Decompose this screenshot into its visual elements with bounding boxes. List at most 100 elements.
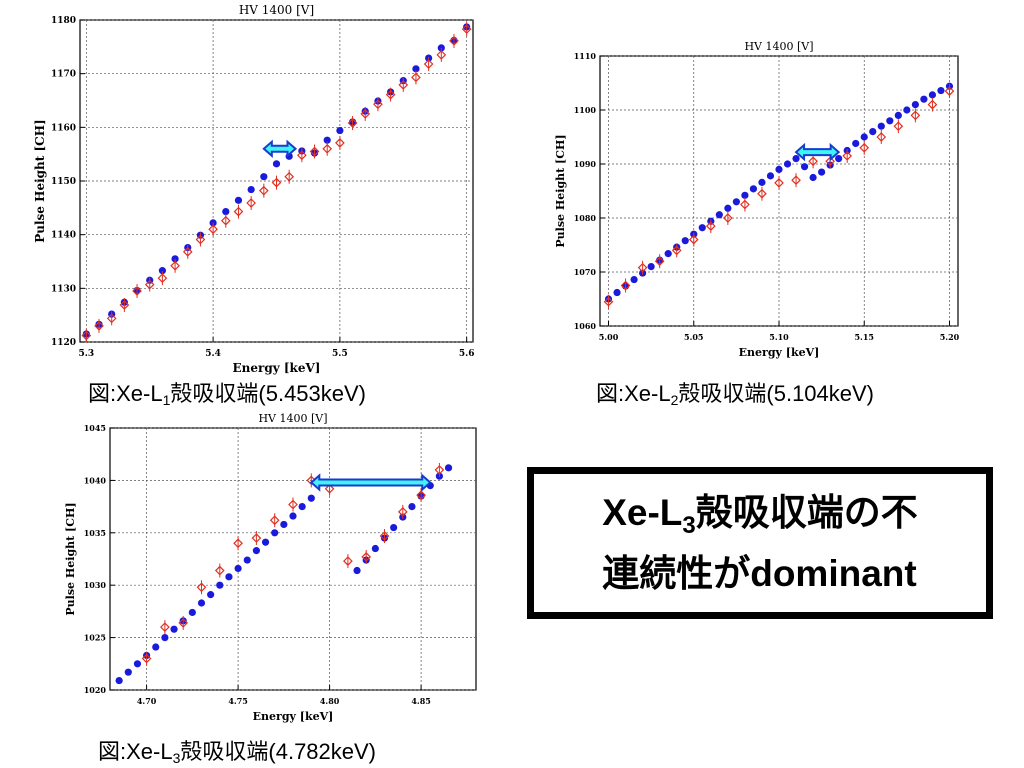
data-point (630, 275, 638, 284)
data-point-reference (271, 177, 282, 188)
x-tick-label: 5.4 (205, 349, 221, 359)
data-point (158, 267, 167, 275)
y-axis-label: Pulse Height [CH] (33, 119, 47, 243)
y-tick-label: 1170 (51, 70, 76, 80)
data-point (353, 566, 361, 575)
data-point-reference (258, 185, 269, 196)
data-point-reference (423, 59, 434, 69)
data-point (133, 660, 142, 668)
x-axis-label: Energy [keV] (253, 710, 334, 723)
data-point (234, 196, 243, 204)
y-tick-label: 1130 (51, 284, 76, 294)
data-point-reference (876, 132, 887, 142)
data-point (766, 172, 775, 180)
x-tick-label: 4.70 (137, 696, 157, 706)
data-point-reference (119, 300, 130, 310)
caption-l2: 図:Xe-L2殻吸収端(5.104keV) (596, 381, 875, 408)
data-point (307, 494, 315, 502)
data-point-reference (449, 36, 459, 46)
data-point-reference (842, 151, 853, 161)
y-tick-label: 1060 (574, 321, 597, 331)
data-point-reference (81, 330, 92, 341)
data-point-reference (182, 246, 193, 257)
x-tick-label: 5.6 (459, 349, 475, 359)
data-point-reference (106, 313, 117, 324)
data-point (715, 211, 723, 219)
data-point-reference (324, 483, 335, 494)
data-point (390, 523, 398, 532)
y-tick-label: 1030 (84, 580, 107, 590)
chart-l2-edge: 5.00 5.05 5.10 5.15 5.20 1060 1070 1080 1090 1100… (554, 40, 960, 359)
data-point-reference (196, 582, 207, 593)
data-point-reference (620, 280, 631, 291)
data-point-reference (774, 178, 784, 188)
data-point-reference (144, 279, 155, 290)
data-point-reference (141, 653, 152, 664)
data-point (877, 122, 885, 130)
data-point (261, 538, 270, 546)
y-tick-label: 1140 (51, 231, 76, 241)
data-point-reference (859, 142, 870, 153)
data-point (800, 163, 809, 171)
data-point (664, 250, 672, 258)
data-point (860, 133, 868, 141)
data-point-reference (808, 156, 818, 167)
data-point-reference (160, 622, 170, 632)
data-point (216, 581, 224, 589)
data-point-reference (757, 188, 767, 199)
double-arrow-annotation (262, 139, 298, 159)
y-tick-label: 1070 (574, 267, 597, 277)
data-point (775, 165, 783, 173)
chart-l1-edge: 5.3 5.4 5.5 5.6 1120 1130 1140 1150 1160 1170 1180… (33, 3, 475, 375)
data-point (161, 634, 169, 642)
caption-l1: 図:Xe-L1殻吸収端(5.453keV) (88, 381, 367, 408)
data-point-reference (251, 533, 262, 543)
data-point (280, 520, 288, 529)
data-point (894, 111, 902, 119)
data-point-reference (233, 206, 244, 217)
data-point-reference (637, 262, 648, 273)
data-point (741, 191, 749, 199)
data-point (243, 556, 251, 564)
data-point (869, 128, 877, 136)
data-point-reference (688, 234, 699, 245)
data-point-reference (269, 515, 280, 526)
data-point-reference (220, 215, 231, 226)
data-point (911, 101, 919, 109)
data-point-reference (322, 143, 333, 154)
data-point-reference (927, 99, 938, 110)
y-tick-label: 1180 (51, 16, 76, 26)
data-point (937, 86, 945, 95)
x-tick-label: 5.5 (332, 349, 348, 359)
data-point (792, 155, 800, 163)
data-point-reference (214, 565, 225, 576)
data-point-reference (360, 109, 371, 119)
y-tick-label: 1080 (574, 213, 597, 223)
data-point-reference (94, 321, 104, 331)
x-axis-label: Energy [keV] (739, 346, 820, 359)
data-point (225, 573, 233, 581)
data-point (681, 237, 689, 245)
chart-title: HV 1400 [V] (258, 412, 327, 425)
data-point (758, 178, 766, 186)
data-point (613, 288, 621, 297)
data-point-reference (284, 171, 295, 182)
data-point-reference (208, 224, 218, 235)
data-point-reference (233, 538, 243, 549)
y-tick-label: 1090 (574, 159, 597, 169)
y-tick-label: 1045 (84, 423, 106, 433)
x-tick-label: 4.80 (320, 696, 340, 706)
data-point-reference (603, 296, 614, 307)
double-arrow-annotation (794, 142, 841, 162)
x-tick-label: 5.20 (940, 332, 960, 342)
caption-l3: 図:Xe-L3殻吸収端(4.782keV) (98, 739, 377, 766)
data-point-reference (411, 72, 421, 83)
data-point-reference (373, 99, 383, 110)
data-point-reference (309, 146, 320, 157)
x-tick-label: 5.3 (79, 349, 95, 359)
data-point (336, 126, 344, 135)
data-point-reference (825, 156, 835, 167)
data-point-reference (385, 89, 396, 100)
data-point (298, 503, 306, 511)
data-point-reference (379, 531, 390, 541)
